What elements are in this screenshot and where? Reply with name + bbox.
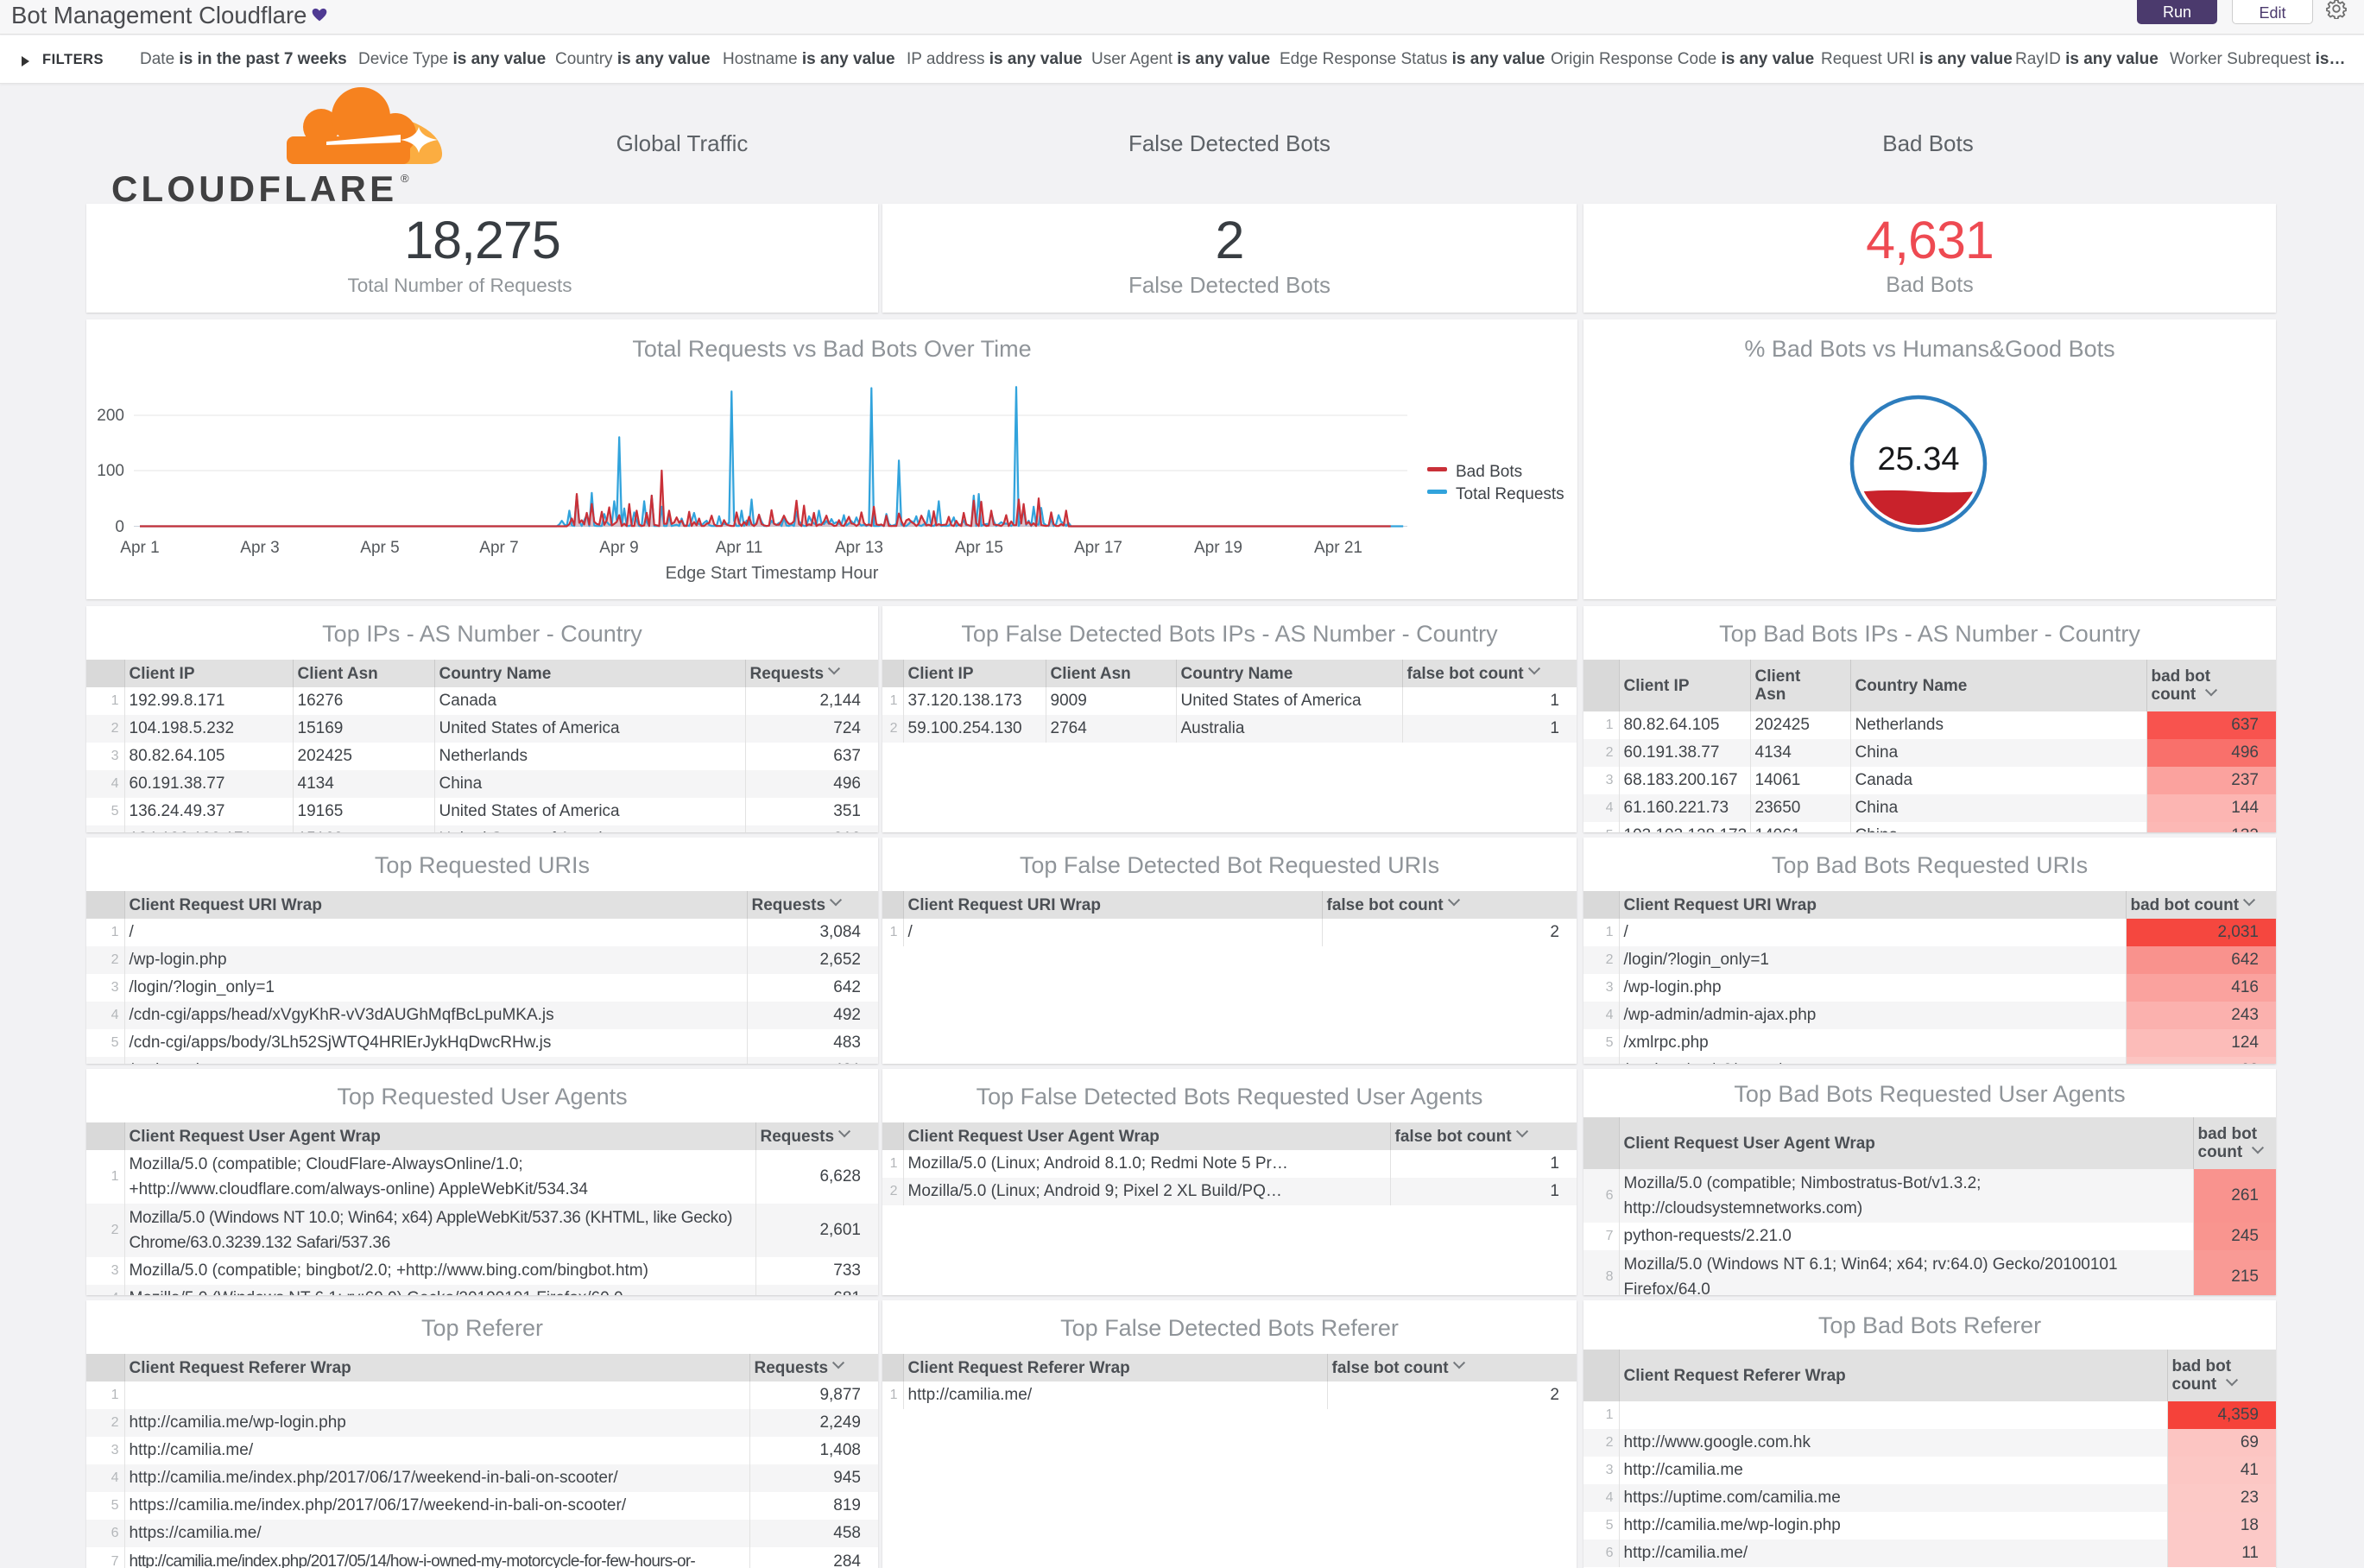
svg-text:Apr 19: Apr 19 bbox=[1194, 539, 1242, 557]
svg-text:CLOUDFLARE: CLOUDFLARE bbox=[111, 168, 397, 207]
svg-text:100: 100 bbox=[97, 462, 124, 480]
svg-text:Apr 11: Apr 11 bbox=[716, 539, 763, 557]
svg-text:Apr 17: Apr 17 bbox=[1074, 539, 1122, 557]
svg-text:Apr 1: Apr 1 bbox=[120, 539, 159, 557]
svg-text:Apr 7: Apr 7 bbox=[479, 539, 518, 557]
svg-text:Apr 15: Apr 15 bbox=[955, 539, 1003, 557]
svg-text:0: 0 bbox=[115, 518, 124, 536]
svg-text:Bad Bots: Bad Bots bbox=[1456, 463, 1522, 481]
svg-text:25.34: 25.34 bbox=[1877, 441, 1959, 477]
svg-text:Apr 5: Apr 5 bbox=[360, 539, 399, 557]
svg-text:Apr 21: Apr 21 bbox=[1314, 539, 1362, 557]
svg-text:Apr 3: Apr 3 bbox=[240, 539, 279, 557]
svg-text:Total Requests: Total Requests bbox=[1456, 485, 1564, 503]
svg-text:®: ® bbox=[401, 172, 409, 185]
svg-text:Apr 9: Apr 9 bbox=[599, 539, 638, 557]
svg-text:Apr 13: Apr 13 bbox=[835, 539, 883, 557]
svg-text:200: 200 bbox=[97, 407, 124, 425]
svg-text:Edge Start Timestamp Hour: Edge Start Timestamp Hour bbox=[666, 564, 879, 583]
